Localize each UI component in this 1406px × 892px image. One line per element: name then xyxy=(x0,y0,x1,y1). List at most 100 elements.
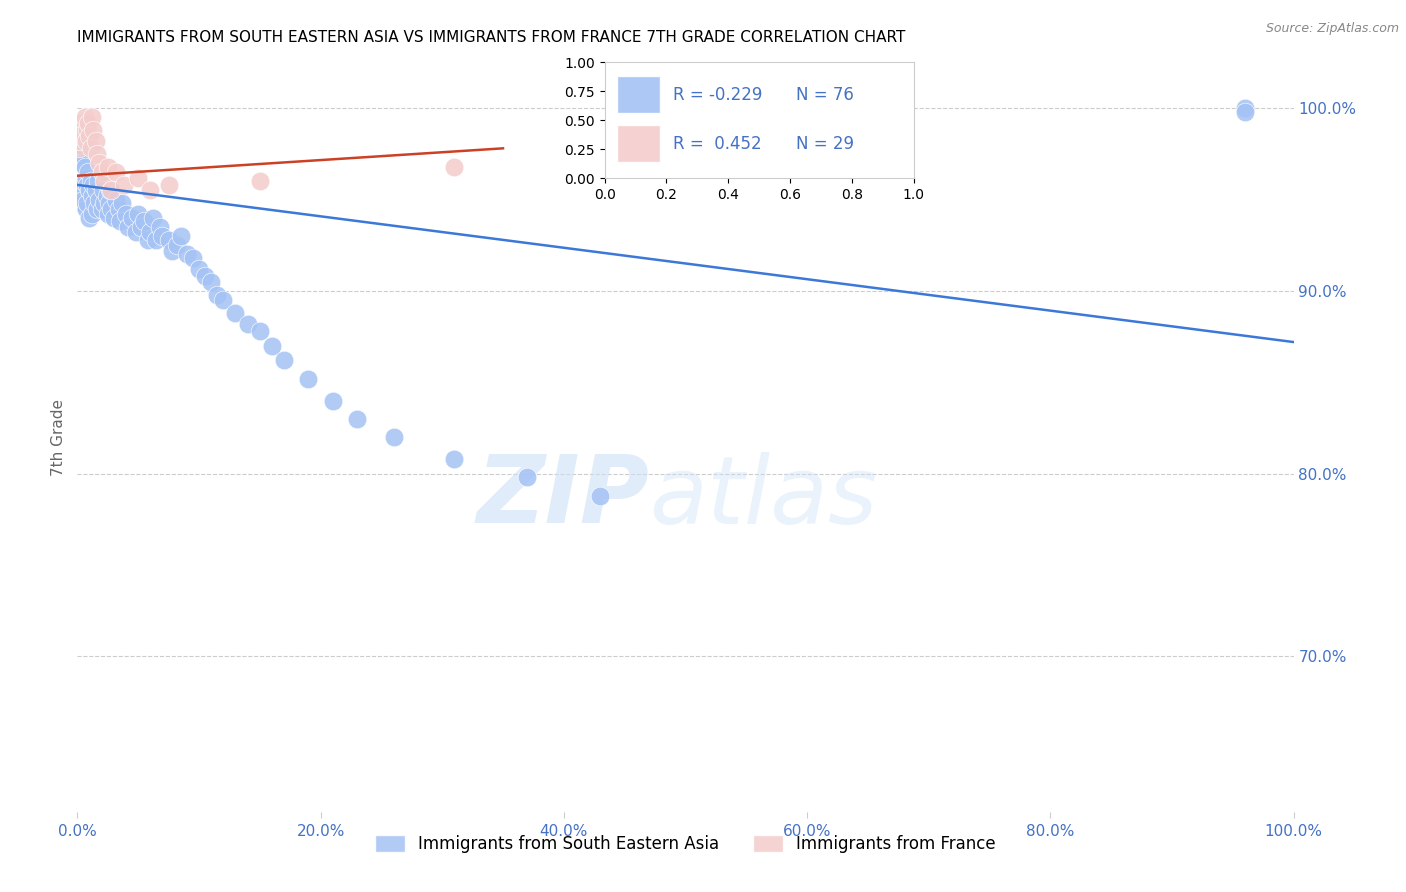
Point xyxy=(152,229,174,244)
Text: R = -0.229: R = -0.229 xyxy=(672,86,762,103)
Point xyxy=(83,196,105,211)
Text: Source: ZipAtlas.com: Source: ZipAtlas.com xyxy=(1265,22,1399,36)
Point xyxy=(139,226,162,240)
Point xyxy=(107,202,129,216)
Text: N = 76: N = 76 xyxy=(796,86,855,103)
Point xyxy=(346,412,368,426)
Point xyxy=(166,238,188,252)
Point xyxy=(80,141,103,155)
Point xyxy=(72,120,94,134)
Point xyxy=(136,233,159,247)
Point xyxy=(516,470,538,484)
Point xyxy=(194,269,217,284)
Y-axis label: 7th Grade: 7th Grade xyxy=(51,399,66,475)
Point xyxy=(90,165,112,179)
Point xyxy=(75,170,97,185)
Point xyxy=(249,324,271,338)
Point xyxy=(224,306,246,320)
Point xyxy=(84,183,107,197)
Point xyxy=(134,214,156,228)
Point xyxy=(89,193,111,207)
Bar xyxy=(617,125,661,162)
Point xyxy=(170,229,193,244)
Point xyxy=(72,193,94,207)
Point xyxy=(103,211,125,225)
Point xyxy=(105,165,128,179)
Text: IMMIGRANTS FROM SOUTH EASTERN ASIA VS IMMIGRANTS FROM FRANCE 7TH GRADE CORRELATI: IMMIGRANTS FROM SOUTH EASTERN ASIA VS IM… xyxy=(77,29,905,45)
Point xyxy=(69,123,91,137)
Point xyxy=(70,196,93,211)
Point xyxy=(86,202,108,216)
Point xyxy=(273,353,295,368)
Text: atlas: atlas xyxy=(650,451,877,542)
Point xyxy=(75,202,97,216)
Point xyxy=(67,146,90,161)
Point xyxy=(1233,104,1256,119)
Point xyxy=(73,110,96,124)
Point xyxy=(79,183,101,197)
Point xyxy=(111,196,134,211)
Point xyxy=(236,317,259,331)
Point xyxy=(157,178,180,192)
Point xyxy=(79,211,101,225)
Point xyxy=(80,189,103,203)
Point xyxy=(145,233,167,247)
Point xyxy=(589,489,612,503)
Point xyxy=(212,293,235,307)
Point xyxy=(125,226,148,240)
Point xyxy=(82,178,104,192)
Point xyxy=(77,116,100,130)
Point xyxy=(87,174,110,188)
Point xyxy=(260,339,283,353)
Point xyxy=(80,207,103,221)
Point xyxy=(127,207,149,221)
Point xyxy=(80,110,103,124)
Point xyxy=(82,123,104,137)
Point xyxy=(86,146,108,161)
Point xyxy=(76,178,98,192)
Point xyxy=(117,219,139,234)
Point xyxy=(100,202,122,216)
Point xyxy=(69,134,91,148)
Point xyxy=(73,160,96,174)
Point xyxy=(249,174,271,188)
Point xyxy=(90,202,112,216)
Point xyxy=(142,211,165,225)
Point xyxy=(200,275,222,289)
Point xyxy=(76,196,98,211)
Point xyxy=(127,170,149,185)
Point xyxy=(89,156,111,170)
Point xyxy=(69,137,91,152)
Point xyxy=(100,183,122,197)
Point xyxy=(70,128,93,143)
Text: ZIP: ZIP xyxy=(477,451,650,543)
Point xyxy=(129,219,152,234)
Point xyxy=(97,196,120,211)
Point xyxy=(84,134,107,148)
Point xyxy=(115,207,138,221)
Point xyxy=(139,183,162,197)
Point xyxy=(70,156,93,170)
Point xyxy=(80,174,103,188)
Point xyxy=(157,233,180,247)
Legend: Immigrants from South Eastern Asia, Immigrants from France: Immigrants from South Eastern Asia, Immi… xyxy=(368,828,1002,860)
Point xyxy=(77,165,100,179)
Point xyxy=(443,160,465,174)
Point xyxy=(70,116,93,130)
Point xyxy=(67,141,90,155)
Point xyxy=(297,371,319,385)
Point xyxy=(176,247,198,261)
Point xyxy=(1233,101,1256,115)
Point xyxy=(149,219,172,234)
Point xyxy=(105,193,128,207)
Text: R =  0.452: R = 0.452 xyxy=(672,135,761,153)
Point xyxy=(112,178,135,192)
Point xyxy=(97,207,120,221)
Point xyxy=(75,134,97,148)
Point xyxy=(188,262,211,277)
Point xyxy=(121,211,143,225)
Point xyxy=(72,174,94,188)
Point xyxy=(205,287,228,301)
Bar xyxy=(617,77,661,113)
Point xyxy=(382,430,405,444)
